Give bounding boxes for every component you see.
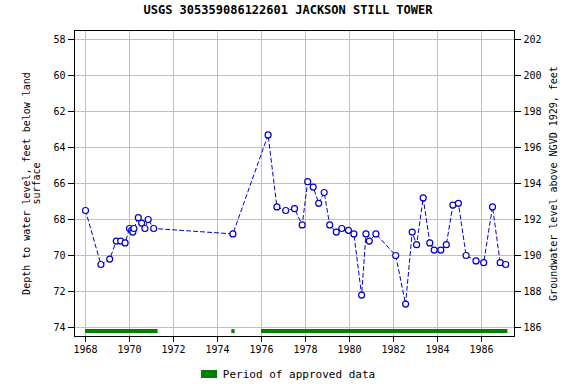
svg-text:60: 60	[53, 70, 65, 81]
svg-text:1986: 1986	[469, 344, 493, 355]
svg-text:70: 70	[53, 250, 65, 261]
svg-text:1984: 1984	[425, 344, 449, 355]
svg-text:196: 196	[524, 142, 542, 153]
svg-text:72: 72	[53, 286, 65, 297]
svg-text:74: 74	[53, 322, 65, 333]
svg-text:1968: 1968	[73, 344, 97, 355]
svg-text:64: 64	[53, 142, 65, 153]
svg-text:66: 66	[53, 178, 65, 189]
svg-text:202: 202	[524, 34, 542, 45]
svg-text:1974: 1974	[205, 344, 229, 355]
svg-text:1970: 1970	[117, 344, 141, 355]
svg-text:1972: 1972	[161, 344, 185, 355]
html-text:USGS 305359086122601 JACKSON S: USGS 305359086122601 JACKSON STILL TOWER	[143, 3, 433, 17]
svg-text:62: 62	[53, 106, 65, 117]
svg-text:190: 190	[524, 250, 542, 261]
svg-text:58: 58	[53, 34, 65, 45]
svg-text:Depth to water level, feet bel: Depth to water level, feet below landsur…	[21, 72, 42, 295]
svg-text:192: 192	[524, 214, 542, 225]
svg-text:1978: 1978	[293, 344, 317, 355]
html-text:Period of approved data: Period of approved data	[222, 367, 376, 381]
svg-text:200: 200	[524, 70, 542, 81]
svg-text:198: 198	[524, 106, 542, 117]
svg-text:186: 186	[524, 322, 542, 333]
svg-text:1982: 1982	[381, 344, 405, 355]
svg-text:Groundwater level above NGVD 1: Groundwater level above NGVD 1929, feet	[548, 66, 559, 301]
svg-text:194: 194	[524, 178, 542, 189]
svg-text:1976: 1976	[249, 344, 273, 355]
svg-text:68: 68	[53, 214, 65, 225]
svg-text:188: 188	[524, 286, 542, 297]
svg-text:1980: 1980	[337, 344, 361, 355]
